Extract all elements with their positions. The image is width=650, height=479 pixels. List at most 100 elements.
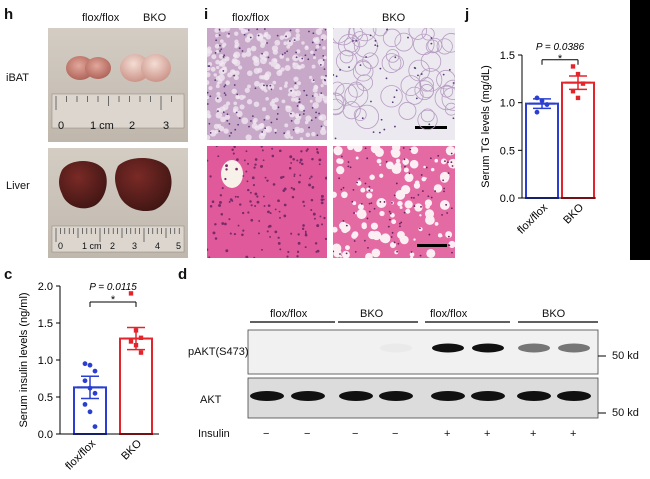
data-point [82, 361, 88, 367]
data-point [82, 378, 88, 384]
row-label-liver: Liver [6, 180, 30, 192]
data-point [544, 102, 550, 107]
row-label-ibat: iBAT [6, 72, 30, 84]
scale-bar-2 [417, 244, 447, 247]
chart-serum-insulin: 0.0 0.5 1.0 1.5 2.0 Serum insulin levels (ng/… [18, 281, 159, 472]
band-akt [250, 391, 284, 401]
data-point [87, 385, 93, 391]
data-point [570, 64, 576, 69]
data-point [87, 362, 93, 368]
ibat-photo [48, 28, 188, 142]
histology-ibat-floxflox [207, 28, 327, 140]
band-pakt [472, 343, 504, 353]
panel-i-col-bko: BKO [382, 12, 406, 24]
data-point [575, 71, 581, 77]
insulin-sign: − [263, 428, 270, 440]
data-point [92, 368, 98, 374]
data-point [82, 402, 88, 407]
ruler1-tick-2: 2 [129, 120, 136, 132]
panel-h-col-floxflox: flox/flox [82, 12, 120, 24]
insulin-sign: − [392, 428, 399, 440]
y-tick-label: 1.0 [500, 98, 515, 110]
band-akt [379, 391, 413, 401]
band-akt [291, 391, 325, 401]
ruler2-tick-3: 3 [132, 241, 138, 251]
panel-d-label: d [178, 266, 188, 283]
data-point [575, 95, 581, 101]
data-point [539, 98, 545, 104]
panel-i-label: i [204, 6, 209, 23]
ruler2-tick-0: 0 [58, 241, 64, 251]
liver-photo [48, 148, 188, 258]
data-point [92, 390, 98, 396]
blot-group-4: BKO [542, 308, 566, 320]
y-tick-label: 1.5 [500, 50, 515, 62]
blot-group-2: BKO [360, 308, 384, 320]
insulin-sign: + [530, 428, 537, 440]
ruler1-tick-3: 3 [163, 120, 170, 132]
x-tick-label: BKO [561, 201, 586, 226]
y-tick-label: 0.5 [38, 392, 53, 404]
data-point [138, 350, 144, 355]
histology-ibat-bko [333, 28, 455, 140]
y-tick-label: 1.5 [38, 318, 53, 330]
data-point [570, 89, 576, 94]
band-pakt [518, 343, 550, 353]
histology-liver-bko [333, 146, 455, 258]
data-point [128, 339, 134, 344]
data-point [92, 424, 98, 429]
bar-BKO [561, 81, 595, 199]
ruler2-tick-5: 5 [176, 241, 182, 251]
band-akt [339, 391, 373, 401]
marker-50kd-2: 50 kd [612, 407, 639, 419]
p-value-c: P = 0.0115 [89, 282, 137, 293]
band-akt [471, 391, 505, 401]
band-akt [557, 391, 591, 401]
blot-group-1: flox/flox [270, 308, 308, 320]
band-pakt [558, 343, 590, 353]
histology-liver-floxflox [207, 146, 327, 258]
y-tick-label: 0.5 [500, 145, 515, 157]
marker-50kd-1: 50 kd [612, 350, 639, 362]
blot-row-pakt: pAKT(S473) [188, 346, 249, 358]
data-point [534, 95, 540, 101]
data-point [128, 291, 134, 296]
ruler1-tick-0: 0 [58, 120, 65, 132]
scale-bar [415, 126, 447, 129]
insulin-sign: + [444, 428, 451, 440]
blot-group-3: flox/flox [430, 308, 468, 320]
insulin-sign: + [570, 428, 577, 440]
data-point [534, 109, 540, 115]
panel-i-col-floxflox: flox/flox [232, 12, 270, 24]
western-blot: flox/flox BKO flox/flox BKO pAKT(S473) A… [180, 290, 650, 479]
x-tick-label: flox/flox [515, 201, 550, 236]
insulin-label: Insulin [198, 428, 230, 440]
panel-h-label: h [4, 6, 14, 23]
x-tick-label: BKO [119, 437, 144, 462]
p-value-j: P = 0.0386 [536, 42, 585, 53]
band-akt [517, 391, 551, 401]
data-point [133, 343, 139, 348]
insulin-sign: + [484, 428, 491, 440]
data-point [580, 81, 586, 86]
bar-BKO [119, 337, 153, 435]
bar-floxflox [525, 102, 559, 199]
ruler2-tick-4: 4 [155, 241, 161, 251]
significance-star-j: * [558, 53, 563, 65]
y-axis-label: Serum TG levels (mg/dL) [480, 65, 492, 188]
insulin-sign: − [304, 428, 311, 440]
y-tick-label: 1.0 [38, 355, 53, 367]
x-tick-label: flox/flox [63, 437, 98, 472]
blot-row-akt: AKT [200, 394, 222, 406]
ruler2-tick-2: 2 [110, 241, 116, 251]
data-point [133, 328, 139, 333]
significance-star-c: * [111, 294, 116, 306]
band-pakt [432, 343, 464, 353]
band-akt [431, 391, 465, 401]
data-point [138, 335, 144, 340]
insulin-sign: − [352, 428, 359, 440]
chart-serum-tg: 0.0 0.5 1.0 1.5 Serum TG levels (mg/dL) flox/… [480, 42, 596, 236]
ruler2-tick-1: 1 cm [82, 241, 102, 251]
y-axis-label: Serum insulin levels (ng/ml) [18, 292, 30, 427]
panel-j-label: j [465, 6, 470, 23]
